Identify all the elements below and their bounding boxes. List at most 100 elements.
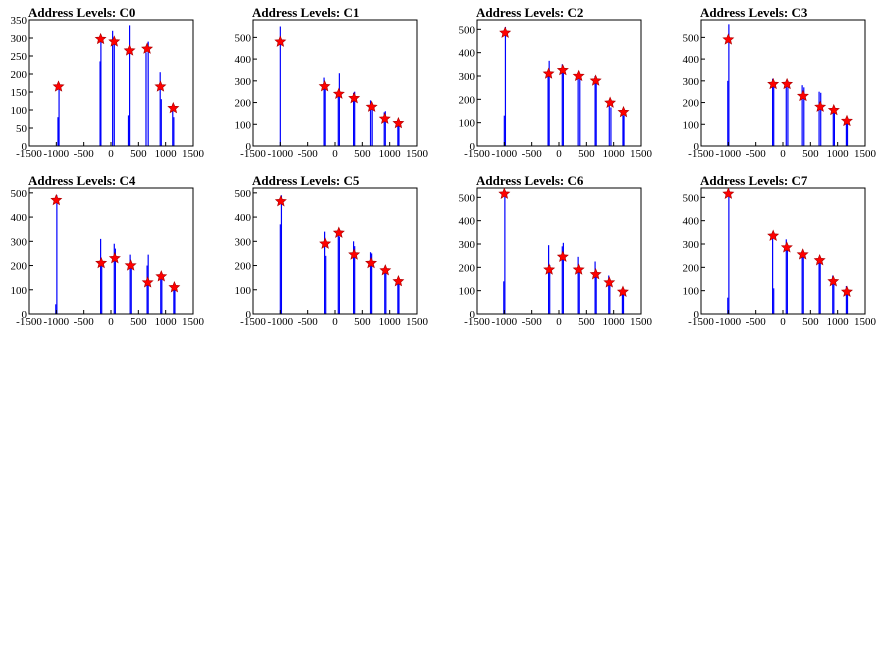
chart-plot: 0 100 200 300 400 500 -1500 -1000 -500 0 500 1000 15… [459, 187, 653, 328]
y-tick-label: 500 [235, 188, 252, 200]
chart-plot: 0 100 200 300 400 500 -1500 -1000 -500 0 500 1000 15… [683, 187, 877, 328]
peak-marker [780, 241, 793, 253]
chart-plot: 0 100 200 300 400 500 -1500 -1000 -500 0 500 1000 15… [235, 19, 429, 160]
plot-frame [476, 19, 642, 147]
y-tick-label: 500 [459, 192, 476, 204]
peak-marker [617, 105, 630, 118]
y-tick-label: 0 [246, 141, 252, 153]
chart-panel: Address Levels: C5 0 100 200 300 400 500 -1500-… [224, 168, 448, 336]
y-tick-label: 500 [683, 32, 700, 44]
x-tick-label: 500 [578, 148, 595, 160]
y-tick-label: 300 [11, 236, 28, 248]
plot-frame [28, 19, 194, 147]
x-tick-label: 500 [354, 148, 371, 160]
y-tick-label: 500 [235, 32, 252, 44]
chart-title: Address Levels: C4 [28, 173, 136, 188]
y-tick-label: 200 [11, 69, 28, 81]
peak-marker [332, 226, 345, 238]
x-tick-label: -500 [74, 316, 95, 328]
y-tick-label: 100 [235, 119, 252, 131]
chart-panel: Address Levels: C3 0 100 200 300 400 500 -1500-… [672, 0, 896, 168]
x-tick-label: 0 [332, 316, 338, 328]
x-tick-label: 0 [780, 148, 786, 160]
x-tick-label: -1000 [267, 316, 293, 328]
y-tick-label: 100 [11, 105, 28, 117]
x-tick-label: 0 [556, 316, 562, 328]
y-tick-label: 400 [683, 216, 700, 228]
y-tick-label: 200 [683, 98, 700, 110]
peak-marker [392, 116, 405, 129]
x-tick-label: -1000 [43, 148, 69, 160]
y-tick-label: 50 [16, 123, 28, 135]
x-tick-label: -1000 [491, 316, 517, 328]
x-tick-label: 1500 [406, 316, 429, 328]
x-tick-label: 0 [332, 148, 338, 160]
peak-marker [498, 187, 511, 199]
x-tick-label: 1500 [630, 316, 653, 328]
y-tick-label: 100 [11, 285, 28, 297]
y-tick-label: 0 [246, 309, 252, 321]
chart-panel: Address Levels: C6 0 100 200 300 400 500 -1500-… [448, 168, 672, 336]
peak-marker [392, 275, 405, 287]
peak-marker [543, 263, 556, 275]
x-tick-label: 1500 [854, 316, 877, 328]
y-tick-label: 100 [683, 119, 700, 131]
x-tick-label: 1500 [630, 148, 653, 160]
chart-title: Address Levels: C3 [700, 5, 808, 20]
chart-title: Address Levels: C2 [476, 5, 584, 20]
peak-marker [50, 193, 63, 206]
peak-marker [589, 268, 602, 280]
y-tick-label: 350 [11, 15, 28, 27]
peak-marker [332, 87, 345, 99]
y-tick-label: 0 [22, 309, 28, 321]
peak-marker [124, 259, 137, 271]
chart-title: Address Levels: C6 [476, 173, 584, 188]
y-tick-label: 100 [459, 118, 476, 130]
chart-plot: 0 100 200 300 400 500 -1500 -1000 -500 0 500 1000 15… [459, 19, 653, 160]
y-tick-label: 0 [470, 141, 476, 153]
x-tick-label: -1000 [715, 148, 741, 160]
plot-frame [28, 187, 194, 315]
peak-marker [840, 114, 853, 127]
y-tick-label: 500 [11, 188, 28, 200]
peak-marker [155, 270, 168, 282]
chart-panel: Address Levels: C1 0 100 200 300 400 500 -1500-… [224, 0, 448, 168]
peak-marker [378, 112, 391, 124]
y-tick-label: 400 [459, 48, 476, 60]
y-tick-label: 0 [22, 141, 28, 153]
x-tick-label: 500 [578, 316, 595, 328]
y-tick-label: 100 [683, 286, 700, 298]
x-tick-label: 1000 [379, 316, 402, 328]
x-tick-label: 500 [354, 316, 371, 328]
peak-marker [94, 32, 107, 45]
x-tick-label: -1500 [688, 148, 714, 160]
x-tick-label: -1000 [491, 148, 517, 160]
x-tick-label: -1500 [240, 148, 266, 160]
peak-marker [572, 69, 585, 82]
peak-marker [141, 42, 154, 54]
x-tick-label: -1000 [43, 316, 69, 328]
y-tick-label: 100 [235, 285, 252, 297]
x-tick-label: 1500 [406, 148, 429, 160]
x-tick-label: 500 [130, 316, 147, 328]
y-tick-label: 200 [11, 261, 28, 273]
x-tick-label: 0 [108, 316, 114, 328]
peak-marker [767, 77, 780, 90]
peak-marker [108, 252, 121, 264]
peak-marker [274, 195, 287, 207]
peak-marker [814, 100, 827, 112]
y-tick-label: 250 [11, 51, 28, 63]
x-tick-label: 500 [802, 316, 819, 328]
chart-plot: 0 100 200 300 400 500 -1500 -1000 -500 0 500 1000 15… [11, 187, 205, 328]
peak-marker [167, 101, 180, 114]
peak-marker [556, 63, 569, 76]
y-tick-label: 300 [11, 33, 28, 45]
y-tick-label: 200 [459, 94, 476, 106]
peak-marker [616, 285, 629, 297]
y-tick-label: 200 [683, 262, 700, 274]
y-tick-label: 200 [459, 262, 476, 274]
chart-title: Address Levels: C0 [28, 5, 136, 20]
y-tick-label: 0 [694, 141, 700, 153]
peak-marker [365, 256, 378, 269]
x-tick-label: 0 [108, 148, 114, 160]
